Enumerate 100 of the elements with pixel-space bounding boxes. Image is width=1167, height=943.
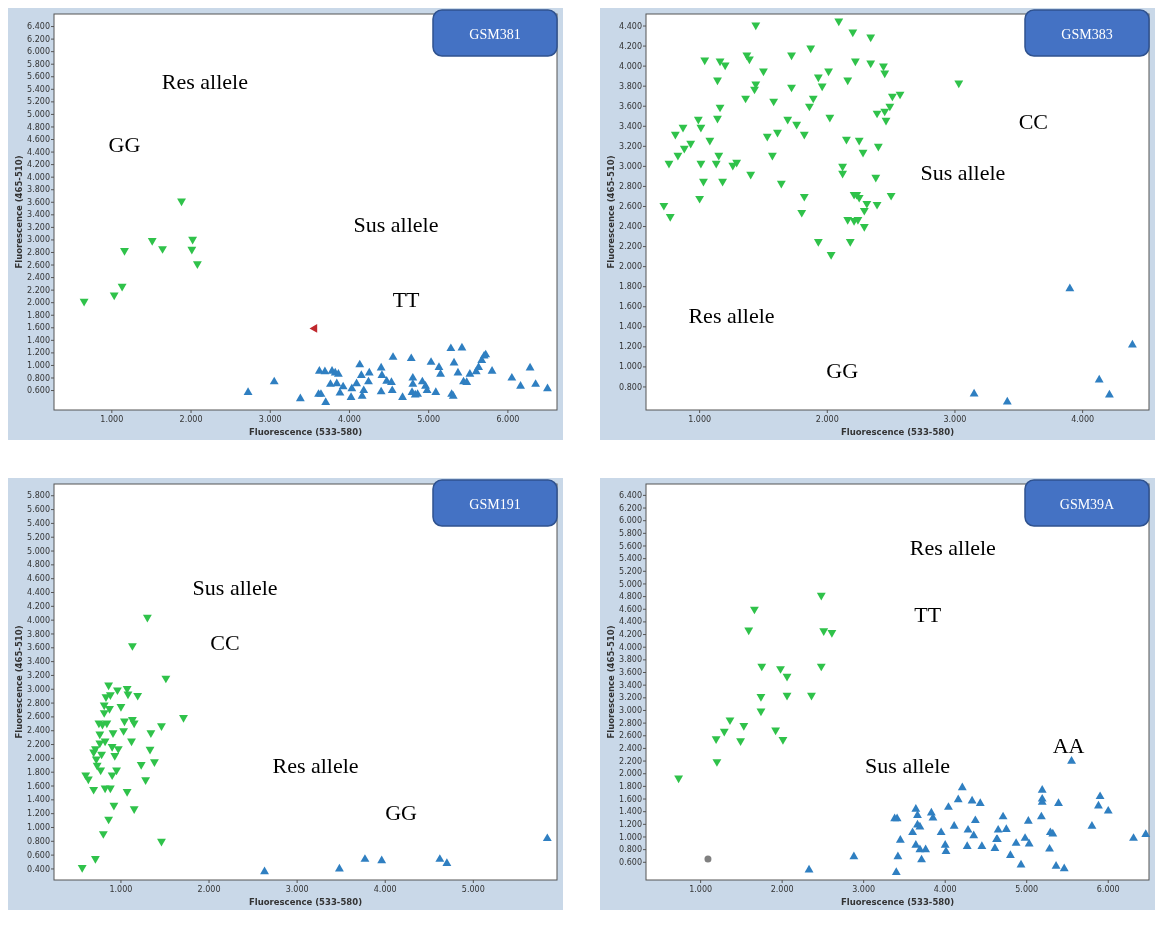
y-tick-label: 0.800	[27, 373, 50, 383]
point	[816, 592, 826, 601]
point	[756, 693, 766, 702]
y-tick-label: 1.000	[27, 361, 50, 370]
y-tick-label: 3.800	[27, 629, 50, 639]
y-tick-label: 5.200	[27, 532, 50, 542]
annotation: Sus allele	[192, 574, 278, 600]
point	[109, 292, 119, 301]
y-tick-label: 5.800	[27, 491, 50, 501]
point	[89, 786, 99, 795]
point	[712, 759, 722, 767]
y-tick-label: 5.800	[27, 59, 50, 69]
point	[105, 692, 115, 700]
x-axis-title: Fluorescence (533-580)	[248, 427, 363, 437]
y-axis-title: Fluorescence (465-510)	[14, 155, 24, 269]
x-axis-title: Fluorescence (533-580)	[840, 897, 955, 907]
y-tick-label: 5.400	[27, 518, 50, 528]
y-tick-label: 4.600	[619, 604, 642, 614]
point	[807, 692, 816, 701]
x-tick-label: 5.000	[461, 885, 485, 894]
point	[778, 737, 788, 745]
y-tick-label: 2.400	[27, 726, 50, 736]
point	[141, 777, 151, 785]
x-tick-label: 4.000	[373, 885, 397, 894]
y-tick-label: 3.200	[27, 670, 50, 680]
y-tick-label: 2.200	[619, 242, 642, 252]
text: GSM381	[469, 26, 521, 42]
y-tick-label: 2.600	[619, 202, 642, 212]
y-tick-label: 4.600	[27, 135, 50, 145]
x-tick-label: 2.000	[770, 885, 794, 894]
point	[133, 692, 143, 701]
y-tick-label: 1.200	[27, 809, 50, 819]
y-tick-label: 1.000	[619, 362, 642, 372]
y-tick-label: 6.200	[27, 34, 50, 44]
x-tick-label: 1.000	[689, 885, 713, 894]
point	[112, 687, 122, 696]
point	[105, 706, 114, 714]
point	[107, 744, 117, 752]
x-tick-label: 3.000	[852, 885, 876, 894]
text: GSM383	[1061, 26, 1113, 42]
point	[711, 736, 721, 745]
x-tick-label: 3.000	[258, 415, 282, 424]
y-tick-label: 2.000	[619, 262, 642, 272]
annotation: Res allele	[161, 69, 248, 95]
y-tick-label: 2.400	[619, 222, 642, 232]
x-tick-label: 4.000	[933, 885, 957, 894]
y-tick-label: 6.000	[619, 516, 642, 526]
point	[90, 856, 100, 864]
y-tick-label: 1.400	[619, 322, 642, 332]
point	[1065, 283, 1075, 292]
point	[969, 388, 979, 397]
y-tick-label: 3.000	[27, 235, 50, 245]
y-tick-label: 4.400	[27, 147, 50, 157]
y-tick-label: 5.000	[27, 109, 50, 119]
point	[750, 606, 759, 615]
x-tick-label: 6.000	[496, 415, 520, 424]
point	[147, 238, 157, 246]
y-tick-label: 5.600	[619, 541, 642, 551]
x-tick-label: 5.000	[1015, 885, 1039, 894]
point	[120, 248, 129, 256]
y-tick-label: 2.200	[619, 756, 642, 766]
y-tick-label: 1.400	[27, 795, 50, 805]
x-tick-label: 1.000	[688, 415, 712, 424]
point	[122, 788, 132, 797]
point	[142, 614, 152, 623]
point	[107, 772, 117, 781]
y-tick-label: 3.400	[619, 121, 642, 131]
x-tick-label: 2.000	[179, 415, 203, 424]
x-tick-label: 1.000	[109, 885, 133, 894]
annotation: AA	[1052, 733, 1085, 759]
x-tick-label: 3.000	[285, 885, 309, 894]
annotation: TT	[392, 286, 421, 312]
x-tick-label: 5.000	[417, 415, 441, 424]
y-tick-label: 1.800	[27, 310, 50, 320]
annotation: Res allele	[909, 535, 996, 561]
y-tick-label: 1.000	[27, 823, 50, 833]
y-tick-label: 4.800	[27, 560, 50, 570]
y-tick-label: 1.400	[27, 335, 50, 345]
y-tick-label: 4.800	[619, 592, 642, 602]
x-tick-label: 4.000	[338, 415, 361, 424]
y-tick-label: 4.800	[27, 122, 50, 132]
y-tick-label: 2.800	[27, 248, 50, 258]
point	[113, 746, 123, 754]
point	[816, 663, 826, 672]
y-tick-label: 3.000	[619, 706, 642, 716]
x-tick-label: 4.000	[1071, 415, 1095, 424]
point	[120, 718, 129, 727]
point	[129, 806, 139, 814]
point	[188, 236, 198, 245]
y-tick-label: 6.400	[619, 490, 642, 500]
y-tick-label: 3.400	[27, 210, 50, 220]
annotation: GG	[108, 132, 141, 158]
point	[827, 630, 837, 638]
y-tick-label: 4.200	[619, 630, 642, 640]
y-tick-label: 4.200	[27, 160, 50, 170]
annotation: GG	[385, 800, 418, 826]
point	[1127, 339, 1137, 348]
annotation: Res allele	[688, 302, 775, 328]
point	[127, 643, 137, 651]
y-tick-label: 0.600	[27, 850, 50, 860]
